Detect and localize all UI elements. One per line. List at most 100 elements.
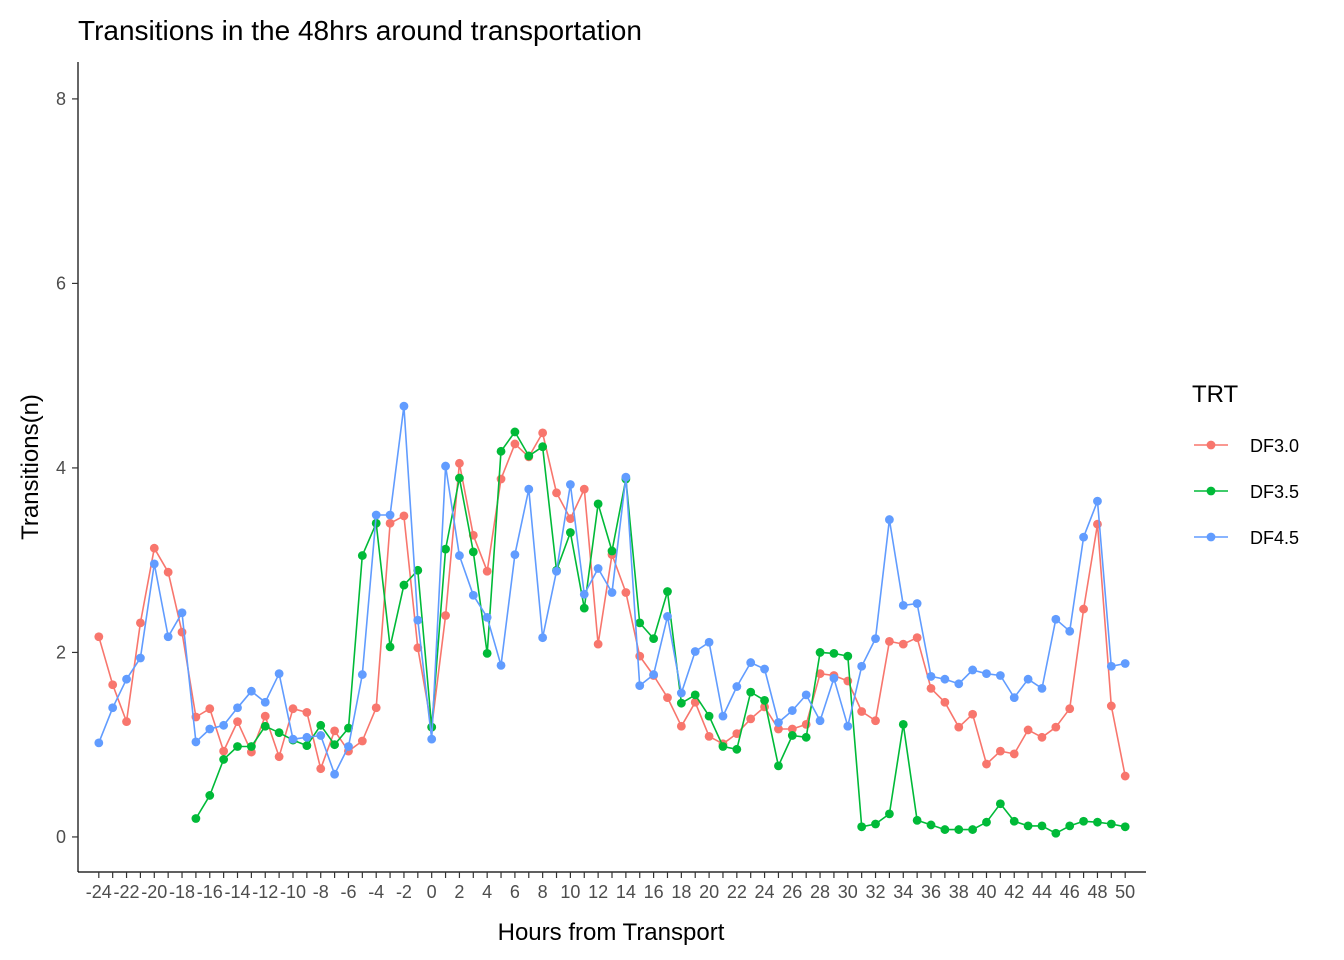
data-point [1037,821,1047,831]
data-point [843,651,853,661]
legend: TRT DF3.0 DF3.5 DF4.5 [1192,381,1299,548]
data-point [676,688,686,698]
data-point [441,611,450,620]
data-point [441,544,450,554]
data-point [690,697,700,707]
data-point [760,696,769,705]
y-tick-label: 0 [56,827,66,847]
data-point [1093,496,1102,506]
data-point [330,769,339,779]
data-point [274,752,284,762]
data-point [885,515,894,524]
data-point [344,742,353,751]
data-point [482,612,492,622]
data-point [260,697,270,707]
data-point [246,742,256,751]
data-point [330,740,339,750]
data-point [912,815,922,825]
data-point [233,703,242,713]
x-tick-label: 4 [482,882,492,902]
data-point [815,716,825,726]
x-tick-label: 42 [1004,882,1024,902]
data-point [205,724,215,734]
data-point [635,651,645,661]
data-point [898,719,908,729]
x-tick-label: -12 [252,882,278,902]
x-tick-label: 16 [644,882,664,902]
data-point [385,518,395,528]
data-point [552,566,561,576]
data-point [579,484,589,494]
data-point [399,401,409,411]
series-line [98,432,1126,777]
data-point [357,551,367,560]
data-point [635,681,645,691]
data-point [385,510,395,520]
data-point [871,716,880,726]
data-point [704,731,714,741]
data-point [427,734,437,744]
data-point [455,458,464,468]
data-point [649,670,659,679]
data-point [441,461,450,471]
data-point [815,669,825,679]
x-tick-label: 32 [866,882,886,902]
data-point [357,736,367,746]
data-point [926,820,936,830]
data-point [260,721,270,731]
x-tick-label: 34 [893,882,913,902]
data-point [732,729,742,739]
x-tick-label: -6 [340,882,356,902]
data-point [565,528,575,537]
x-tick-label: 44 [1032,882,1052,902]
data-point [510,550,520,560]
data-point [163,567,173,577]
data-point [912,599,922,608]
data-point [579,603,589,613]
data-point [787,731,797,740]
data-point [108,680,118,690]
data-point [1079,532,1088,542]
data-point [1079,816,1088,826]
data-point [774,724,783,734]
data-point [177,608,187,618]
x-tick-label: 38 [949,882,969,902]
data-point [371,703,381,713]
data-point [205,791,215,800]
data-point [1051,722,1061,732]
x-tick-label: -8 [313,882,329,902]
data-point [954,679,964,689]
x-tick-label: 8 [538,882,548,902]
data-point [1065,821,1075,831]
data-point [1120,771,1130,781]
data-point [871,819,880,829]
data-point [663,693,672,703]
legend-label: DF3.0 [1250,436,1299,456]
x-tick-label: 40 [976,882,996,902]
data-point [718,711,728,721]
data-point [496,474,506,484]
data-point [524,451,534,461]
data-point [940,825,950,834]
data-point [676,721,686,731]
data-point [399,511,409,521]
data-point [191,737,201,747]
data-point [246,686,256,696]
data-point [801,732,811,742]
legend-item-df3-0: DF3.0 [1194,436,1299,456]
data-point [538,442,548,452]
data-point [482,566,492,576]
data-point [524,484,534,494]
x-tick-label: 0 [427,882,437,902]
data-point [316,764,326,774]
data-point [926,672,936,681]
data-point [829,673,839,683]
x-tick-label: 20 [699,882,719,902]
legend-label: DF4.5 [1250,528,1299,548]
x-axis-title: Hours from Transport [498,919,725,946]
data-point [219,746,229,756]
data-point [746,714,756,724]
data-point [995,746,1005,756]
data-point [302,732,312,742]
data-point [982,817,991,827]
